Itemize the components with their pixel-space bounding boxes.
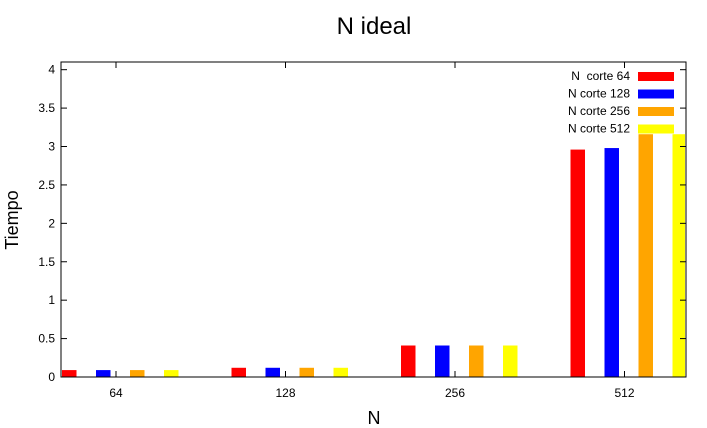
x-tick-label: 64 bbox=[109, 386, 123, 400]
bar-256-series-3 bbox=[469, 345, 484, 377]
bar-64-series-1 bbox=[62, 370, 77, 377]
y-tick-label: 1.5 bbox=[38, 255, 55, 269]
bar-256-series-1 bbox=[401, 345, 416, 377]
bar-128-series-4 bbox=[333, 367, 348, 377]
y-tick-label: 4 bbox=[48, 63, 55, 77]
legend-label: N corte 64 bbox=[571, 69, 630, 83]
y-tick-label: 3.5 bbox=[38, 101, 55, 115]
legend: N corte 64 N corte 128 N corte 256 N corte … bbox=[568, 69, 674, 136]
y-tick-label: 1 bbox=[48, 293, 55, 307]
y-tick-label: 3 bbox=[48, 140, 55, 154]
x-tick-label: 512 bbox=[614, 386, 634, 400]
bar-512-series-1 bbox=[570, 149, 585, 377]
legend-label: N corte 128 bbox=[568, 87, 630, 101]
chart-title: N ideal bbox=[337, 13, 412, 40]
legend-swatch bbox=[638, 124, 674, 134]
bar-64-series-2 bbox=[96, 370, 111, 377]
legend-swatch bbox=[638, 89, 674, 99]
bar-512-series-2 bbox=[604, 148, 619, 377]
y-tick-label: 0 bbox=[48, 370, 55, 384]
axes-group: 0 0.5 1 1.5 2 2.5 3 3.5 4 64 128 256 512 bbox=[38, 61, 687, 400]
bar-256-series-4 bbox=[503, 345, 518, 377]
plot-frame bbox=[60, 61, 687, 378]
bar-128-series-1 bbox=[231, 367, 246, 377]
legend-swatch bbox=[638, 107, 674, 116]
x-tick-label: 128 bbox=[275, 386, 295, 400]
x-axis-label: N bbox=[368, 408, 381, 428]
legend-label: N corte 256 bbox=[568, 104, 630, 118]
bars-group bbox=[62, 134, 685, 377]
y-tick-label: 2 bbox=[48, 216, 55, 230]
legend-swatch bbox=[638, 72, 674, 81]
y-axis-label: Tiempo bbox=[2, 190, 22, 249]
bar-128-series-2 bbox=[265, 367, 280, 377]
bar-64-series-4 bbox=[164, 370, 179, 377]
y-tick-label: 2.5 bbox=[38, 178, 55, 192]
bar-512-series-4 bbox=[672, 134, 685, 377]
y-tick-label: 0.5 bbox=[38, 332, 55, 346]
legend-label: N corte 512 bbox=[568, 122, 630, 136]
bar-64-series-3 bbox=[130, 370, 145, 377]
bar-512-series-3 bbox=[638, 134, 653, 377]
bar-128-series-3 bbox=[299, 367, 314, 377]
bar-256-series-2 bbox=[435, 345, 450, 377]
x-tick-label: 256 bbox=[445, 386, 465, 400]
